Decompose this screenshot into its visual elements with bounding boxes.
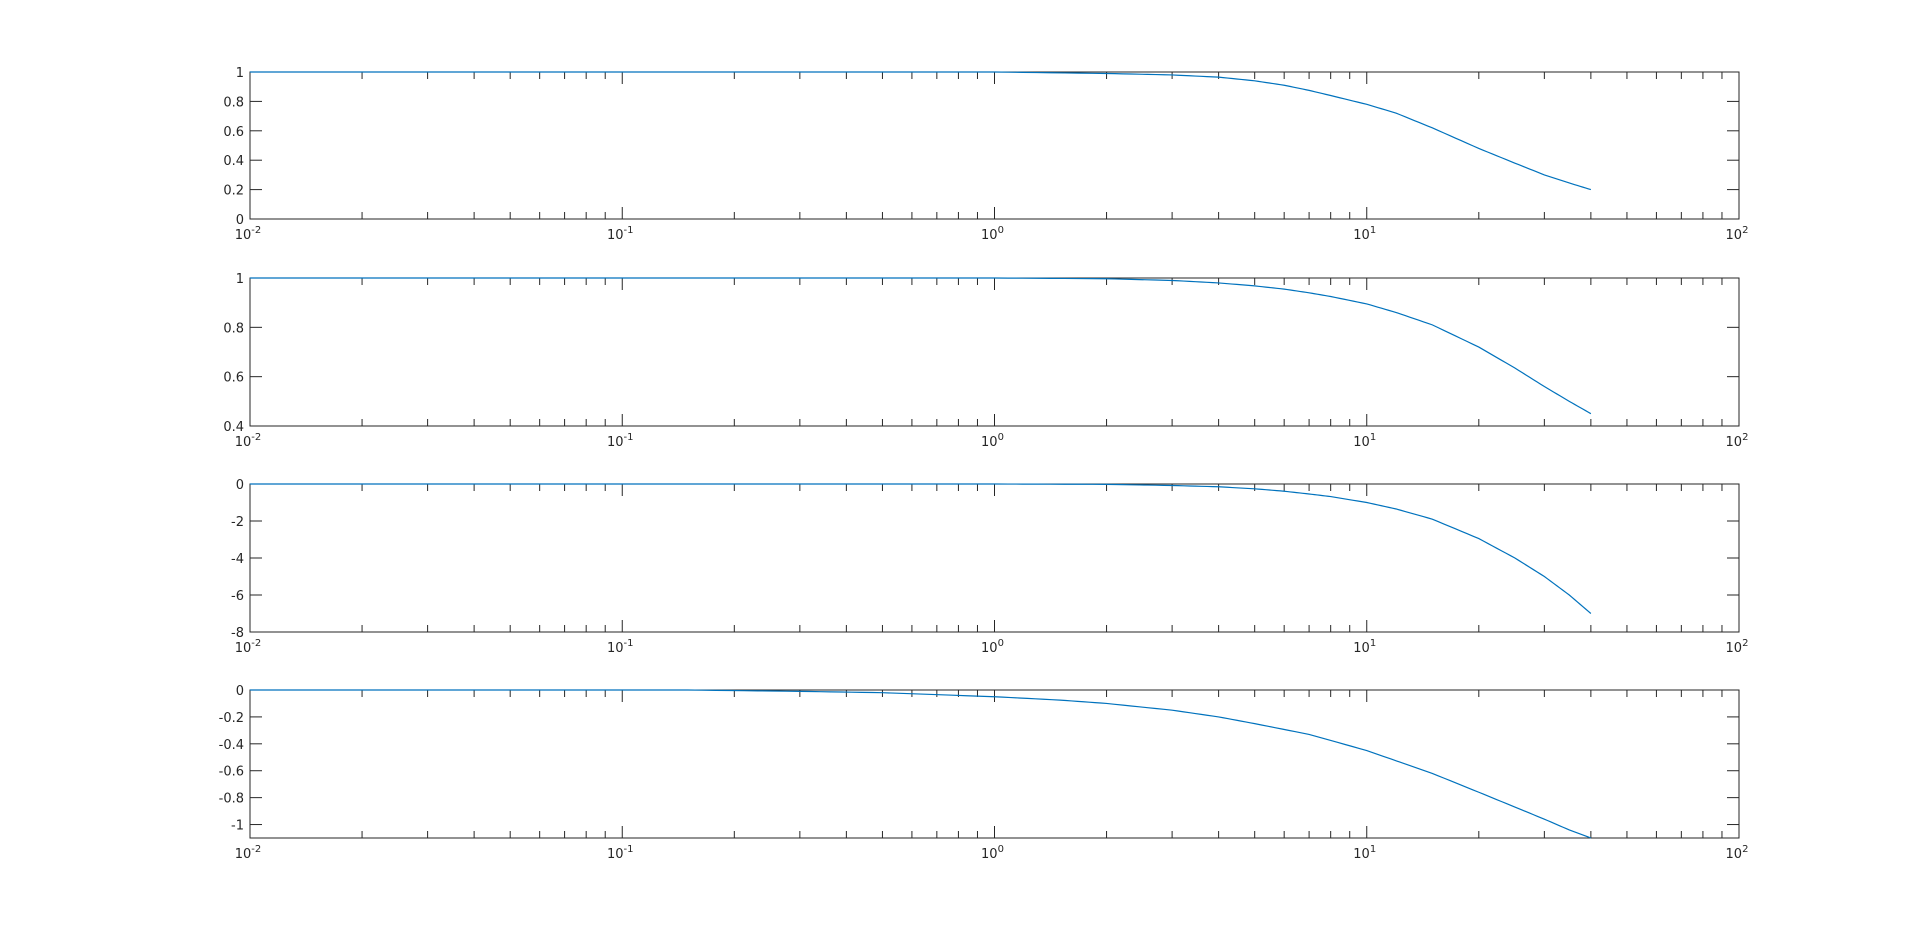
y-tick-label: 0.6: [223, 125, 244, 140]
y-tick-label: -2: [231, 515, 244, 530]
series-line-1: [250, 483, 1592, 614]
x-tick-label: 10-1: [607, 225, 634, 243]
x-tick-label: 101: [1353, 638, 1376, 656]
y-tick-label: 0: [236, 478, 244, 493]
y-tick-label: -0.6: [219, 765, 244, 780]
y-tick-label: -0.4: [219, 738, 244, 753]
x-tick-label: 101: [1353, 225, 1376, 243]
series-line-1: [250, 277, 1592, 415]
y-tick-label: -0.8: [219, 792, 244, 807]
x-tick-label: 101: [1353, 844, 1376, 862]
x-tick-label: 100: [981, 844, 1004, 862]
subplot-3: 10-2 10-1 100 101 102 -8 -6 -4 -2 0: [231, 478, 1748, 656]
x-tick-label: 102: [1726, 844, 1749, 862]
x-tick-label: 10-1: [607, 432, 634, 450]
x-tick-label: 10-2: [235, 225, 262, 243]
y-tick-label: 0.8: [223, 95, 244, 110]
x-tick-label: 100: [981, 225, 1004, 243]
y-tick-label: 0: [236, 213, 244, 228]
y-tick-label: -0.2: [219, 711, 244, 726]
x-tick-label: 10-2: [235, 844, 262, 862]
y-tick-label: 0.8: [223, 321, 244, 336]
x-tick-label: 10-1: [607, 844, 634, 862]
x-tick-label: 10-2: [235, 638, 262, 656]
x-tick-label: 100: [981, 432, 1004, 450]
x-tick-label: 101: [1353, 432, 1376, 450]
y-tick-label: 0.6: [223, 371, 244, 386]
series-line-1: [250, 71, 1592, 191]
subplot-4: 10-2 10-1 100 101 102 -1 -0.8 -0.6 -0.4 -0.2 0: [219, 684, 1749, 862]
y-tick-label: -4: [231, 552, 244, 567]
y-tick-label: -8: [231, 626, 244, 641]
subplot-2: 10-2 10-1 100 101 102 0.4 0.6 0.8 1: [223, 272, 1748, 450]
y-tick-label: 0.2: [223, 184, 244, 199]
x-tick-label: 10-2: [235, 432, 262, 450]
x-tick-label: 10-1: [607, 638, 634, 656]
y-tick-label: 1: [236, 272, 244, 287]
x-tick-label: 102: [1726, 225, 1749, 243]
y-tick-label: 1: [236, 66, 244, 81]
y-tick-label: 0.4: [223, 420, 244, 435]
series-line-1: [250, 689, 1592, 839]
y-tick-label: 0: [236, 684, 244, 699]
subplot-1: 10-2 10-1 100 101 102 0 0.2 0.4 0.6 0.8 1: [223, 66, 1748, 243]
x-tick-label: 102: [1726, 432, 1749, 450]
y-tick-label: -6: [231, 589, 244, 604]
x-tick-label: 100: [981, 638, 1004, 656]
y-tick-label: 0.4: [223, 154, 244, 169]
y-tick-label: -1: [231, 819, 244, 834]
x-tick-label: 102: [1726, 638, 1749, 656]
